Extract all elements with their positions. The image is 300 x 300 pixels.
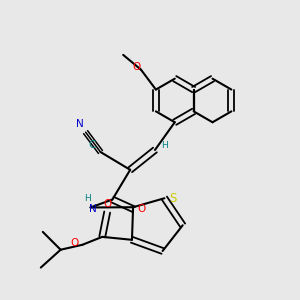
Text: H: H: [161, 140, 168, 149]
Text: O: O: [103, 199, 111, 209]
Text: H: H: [84, 194, 91, 203]
Text: N: N: [76, 119, 83, 129]
Text: S: S: [169, 192, 177, 205]
Text: O: O: [132, 62, 140, 72]
Text: O: O: [70, 238, 79, 248]
Text: C: C: [89, 140, 96, 150]
Text: N: N: [89, 204, 96, 214]
Text: O: O: [137, 204, 145, 214]
